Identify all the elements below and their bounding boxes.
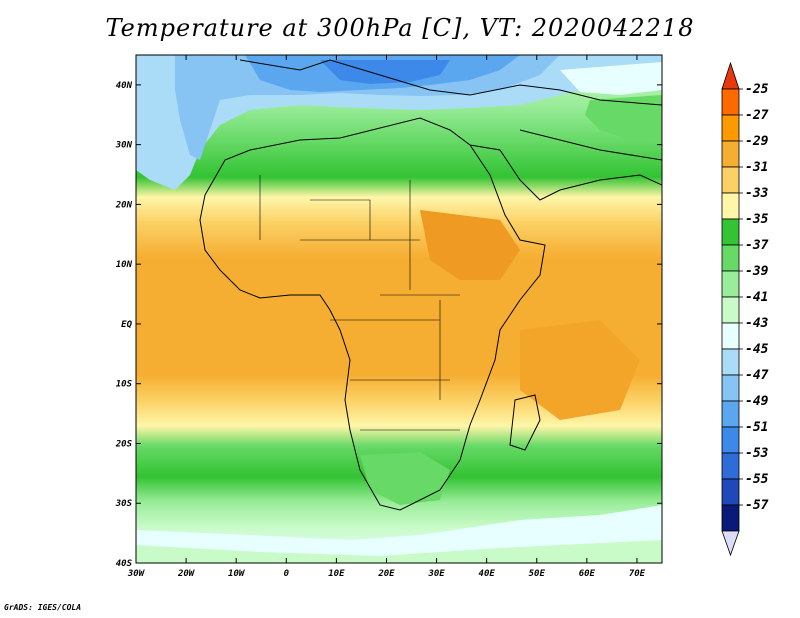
colorbar-swatch (721, 192, 740, 220)
map-title: Temperature at 300hPa [C], VT: 202004221… (105, 14, 695, 42)
lon-tick-label: 70E (629, 569, 646, 579)
colorbar-swatch (721, 218, 740, 246)
colorbar-label: -51 (745, 420, 768, 435)
lon-tick-label: 20E (377, 569, 395, 579)
lat-tick-label: 10S (116, 380, 133, 390)
lon-tick-label: 10W (228, 569, 246, 579)
lat-tick-label: EQ (121, 320, 132, 330)
lat-tick-label: 20S (115, 439, 133, 449)
colorbar-label: -43 (745, 316, 769, 331)
lat-tick-label: 20N (115, 200, 133, 210)
colorbar: -25 -27 -29 -31 -33 -35 -37 -39 -41 -43 -45 -47 -49 -… (721, 61, 769, 557)
temperature-field (136, 55, 662, 563)
colorbar-label: -35 (745, 212, 769, 227)
map-frame (135, 54, 663, 564)
lon-tick-label: 0 (284, 569, 290, 579)
lat-tick-label: 10N (116, 260, 133, 270)
lat-tick-label: 40S (116, 559, 133, 569)
colorbar-swatch (721, 322, 740, 350)
lon-tick-label: 30E (427, 569, 445, 579)
colorbar-label: -25 (745, 82, 769, 97)
colorbar-swatch (721, 296, 740, 324)
colorbar-label: -45 (745, 342, 769, 357)
lon-tick-label: 30W (127, 569, 146, 579)
colorbar-over-arrow (721, 61, 740, 90)
colorbar-label: -37 (745, 238, 769, 253)
colorbar-under-arrow (721, 530, 740, 557)
colorbar-swatch (721, 270, 740, 298)
credit-text: GrADS: IGES/COLA (4, 603, 82, 612)
colorbar-swatch (721, 504, 740, 532)
lon-tick-label: 20W (177, 569, 196, 579)
colorbar-swatch (721, 426, 740, 454)
colorbar-swatch (721, 452, 740, 480)
colorbar-swatch (721, 88, 740, 116)
borders (259, 175, 460, 431)
colorbar-swatch (721, 478, 740, 506)
lon-tick-label: 60E (579, 569, 596, 579)
colorbar-label: -31 (745, 160, 768, 175)
colorbar-swatch (721, 374, 740, 402)
colorbar-label: -39 (745, 264, 769, 279)
colorbar-label: -27 (745, 108, 769, 123)
colorbar-swatch (721, 114, 740, 142)
colorbar-label: -53 (745, 446, 769, 461)
colorbar-swatch (721, 348, 740, 376)
lat-tick-label: 40N (116, 81, 133, 91)
axis-ticks (135, 55, 662, 564)
colorbar-swatch (721, 140, 740, 168)
lon-tick-label: 50E (529, 569, 546, 579)
lat-tick-label: 30N (115, 141, 133, 151)
colorbar-swatch (721, 166, 740, 194)
colorbar-label: -41 (745, 290, 768, 305)
colorbar-label: -29 (745, 134, 769, 149)
colorbar-label: -57 (745, 498, 769, 513)
lon-tick-label: 40E (479, 569, 496, 579)
lat-tick-label: 30S (115, 499, 133, 509)
coastlines (199, 59, 662, 511)
colorbar-swatch (721, 400, 740, 428)
colorbar-label: -55 (745, 472, 769, 487)
lon-tick-label: 10E (328, 569, 345, 579)
colorbar-label: -49 (745, 394, 769, 409)
colorbar-swatch (721, 244, 740, 272)
colorbar-label: -33 (745, 186, 769, 201)
colorbar-label: -47 (745, 368, 769, 383)
